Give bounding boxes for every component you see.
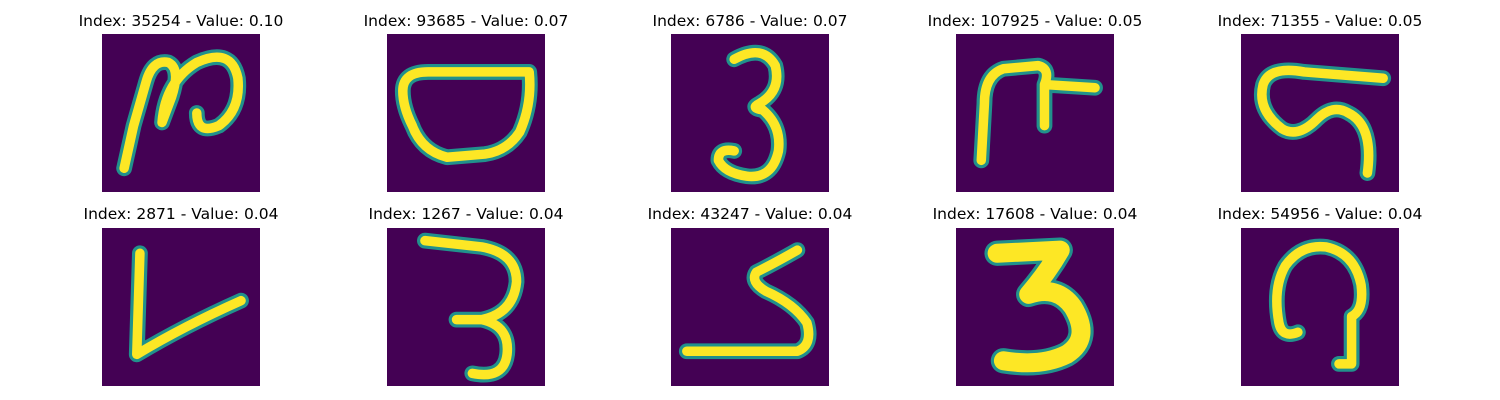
digit-image	[387, 228, 545, 386]
digit-image	[671, 34, 829, 192]
digit-image	[956, 34, 1114, 192]
tile-title: Index: 35254 - Value: 0.10	[78, 12, 284, 30]
digit-image	[102, 34, 260, 192]
tile-title: Index: 17608 - Value: 0.04	[932, 205, 1138, 223]
tile-title: Index: 93685 - Value: 0.07	[363, 12, 569, 30]
tile-title: Index: 1267 - Value: 0.04	[368, 205, 564, 223]
tile-title: Index: 43247 - Value: 0.04	[647, 205, 853, 223]
tile-title: Index: 6786 - Value: 0.07	[652, 12, 848, 30]
digit-image	[1241, 34, 1399, 192]
tile-title: Index: 2871 - Value: 0.04	[83, 205, 279, 223]
digit-image	[956, 228, 1114, 386]
tile-title: Index: 107925 - Value: 0.05	[927, 12, 1143, 30]
digit-image	[1241, 228, 1399, 386]
tile-title: Index: 71355 - Value: 0.05	[1217, 12, 1423, 30]
tile-title: Index: 54956 - Value: 0.04	[1217, 205, 1423, 223]
digit-image	[102, 228, 260, 386]
digit-image	[671, 228, 829, 386]
digit-image	[387, 34, 545, 192]
